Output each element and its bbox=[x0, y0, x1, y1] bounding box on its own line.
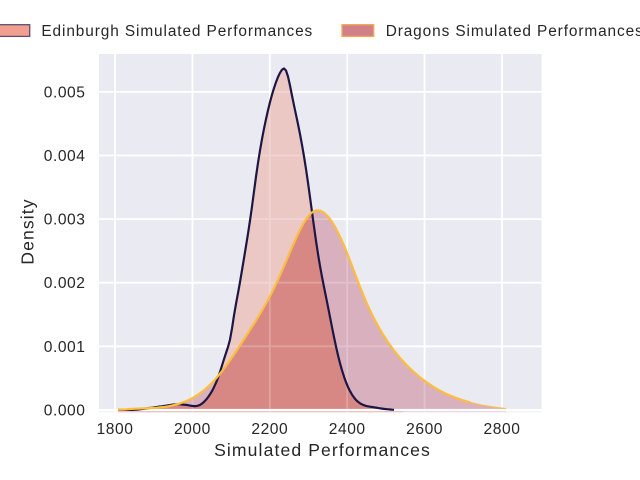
svg-text:2600: 2600 bbox=[406, 421, 443, 438]
svg-text:Dragons Simulated Performances: Dragons Simulated Performances bbox=[386, 23, 640, 40]
svg-text:0.003: 0.003 bbox=[44, 212, 86, 229]
svg-text:2400: 2400 bbox=[329, 421, 366, 438]
svg-text:2800: 2800 bbox=[484, 421, 521, 438]
svg-text:Edinburgh Simulated Performanc: Edinburgh Simulated Performances bbox=[41, 23, 313, 40]
svg-text:1800: 1800 bbox=[97, 421, 134, 438]
svg-text:0.001: 0.001 bbox=[44, 339, 86, 356]
svg-text:2200: 2200 bbox=[251, 421, 288, 438]
svg-text:Simulated Performances: Simulated Performances bbox=[214, 440, 431, 460]
svg-text:0.000: 0.000 bbox=[44, 402, 86, 419]
svg-text:0.005: 0.005 bbox=[44, 84, 86, 101]
svg-text:0.002: 0.002 bbox=[44, 275, 86, 292]
svg-text:0.004: 0.004 bbox=[44, 148, 86, 165]
svg-text:2000: 2000 bbox=[174, 421, 211, 438]
svg-text:Density: Density bbox=[18, 198, 38, 264]
